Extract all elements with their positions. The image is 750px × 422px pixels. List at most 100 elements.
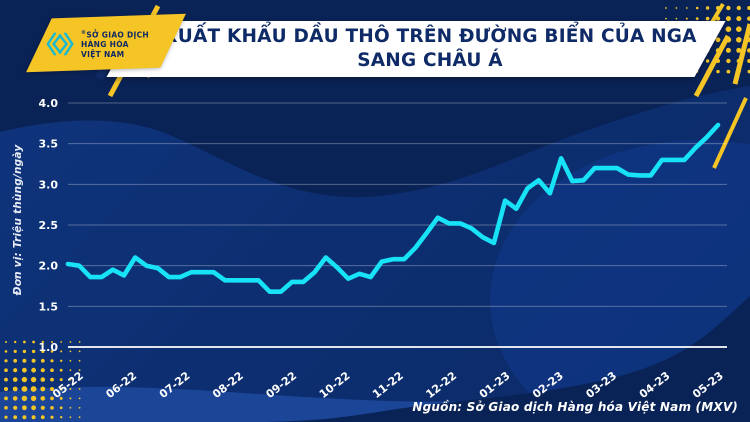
dot <box>13 368 18 373</box>
chart-title: XUẤT KHẨU DẦU THÔ TRÊN ĐƯỜNG BIỂN CỦA NG… <box>150 25 710 75</box>
y-tick-label: 4.0 <box>39 97 59 110</box>
dot <box>715 37 721 43</box>
dot <box>675 17 678 20</box>
dot <box>726 58 731 64</box>
dot <box>736 26 742 32</box>
dot <box>726 69 731 74</box>
dot <box>705 59 710 63</box>
dot <box>60 416 63 419</box>
dot <box>59 387 63 391</box>
dot <box>23 340 26 344</box>
dot <box>22 349 27 354</box>
dot <box>31 349 36 354</box>
x-tick-label: 10-22 <box>317 369 353 401</box>
dot <box>4 377 8 382</box>
dot <box>4 406 8 410</box>
dot <box>4 415 8 419</box>
background-wave-bottom-dark <box>268 296 750 422</box>
x-tick-label: 12-22 <box>423 369 459 401</box>
dot <box>695 17 699 20</box>
x-tick-label: 03-23 <box>583 369 619 401</box>
y-tick-label: 1.0 <box>39 341 59 354</box>
dot <box>725 47 731 53</box>
dot <box>78 369 81 372</box>
dot <box>736 5 741 11</box>
dot <box>40 415 45 420</box>
dot <box>59 368 63 372</box>
dot <box>21 376 28 383</box>
dot <box>40 368 45 373</box>
dot <box>31 367 36 373</box>
yellow-slash <box>732 23 750 85</box>
dot <box>675 7 678 9</box>
dot <box>4 396 8 401</box>
dot <box>13 349 17 353</box>
dot <box>12 377 18 382</box>
dot <box>716 69 720 74</box>
dot <box>665 17 667 20</box>
dot <box>736 47 742 53</box>
mxv-logo-text: ®SỞ GIAO DỊCH HÀNG HÓA VIỆT NAM <box>81 30 150 59</box>
y-tick-label: 2.0 <box>39 260 59 273</box>
dot <box>726 5 731 11</box>
dot <box>51 341 53 343</box>
dot <box>40 396 46 401</box>
dot <box>747 6 750 10</box>
dot <box>78 406 81 409</box>
dot <box>725 26 732 32</box>
data-line-series <box>65 122 721 295</box>
dot <box>736 16 742 22</box>
dot <box>30 386 37 392</box>
dot <box>41 340 44 344</box>
dot <box>13 405 18 410</box>
dot <box>69 416 72 419</box>
x-tick-label: 05-23 <box>690 369 726 401</box>
dot <box>60 341 63 343</box>
dot <box>50 396 54 401</box>
dot <box>13 358 18 363</box>
dot-pattern-bottom-left <box>4 340 81 420</box>
dot <box>21 386 28 392</box>
dot <box>4 368 8 373</box>
dot <box>40 377 46 382</box>
dot <box>685 7 688 9</box>
dot <box>50 368 54 373</box>
source-note: Nguồn: Sở Giao dịch Hàng hóa Việt Nam (M… <box>412 400 738 414</box>
dot <box>705 6 710 10</box>
dot <box>78 359 81 362</box>
dot <box>22 358 27 363</box>
dot <box>50 377 54 382</box>
dot <box>725 16 731 22</box>
y-tick-label: 2.5 <box>39 219 59 232</box>
dot <box>50 350 54 353</box>
y-axis-title: Đơn vị: Triệu thùng/ngày <box>12 144 24 296</box>
dot <box>69 369 72 372</box>
yellow-slash <box>693 34 731 98</box>
dot <box>13 415 18 420</box>
dot <box>695 6 699 10</box>
dot <box>40 405 45 410</box>
yellow-slash <box>712 97 748 169</box>
dot <box>59 396 63 400</box>
dot <box>4 359 8 363</box>
dot <box>31 358 36 363</box>
dot <box>22 405 27 411</box>
dot <box>50 406 54 410</box>
dot <box>50 415 54 419</box>
dot <box>69 359 72 362</box>
chart-title-line2: SANG CHÂU Á <box>357 50 503 71</box>
dot <box>736 37 742 43</box>
x-tick-label: 09-22 <box>263 369 299 401</box>
registered-mark: ® <box>81 30 87 36</box>
dot <box>14 340 17 344</box>
dot <box>747 69 750 74</box>
dot <box>69 397 72 400</box>
dot <box>30 395 37 402</box>
dot <box>41 349 45 353</box>
dot <box>4 350 8 353</box>
dot <box>40 358 45 363</box>
chart-title-line1: XUẤT KHẨU DẦU THÔ TRÊN ĐƯỜNG BIỂN CỦA NG… <box>163 26 697 47</box>
dot <box>50 387 54 391</box>
dot <box>69 378 72 381</box>
